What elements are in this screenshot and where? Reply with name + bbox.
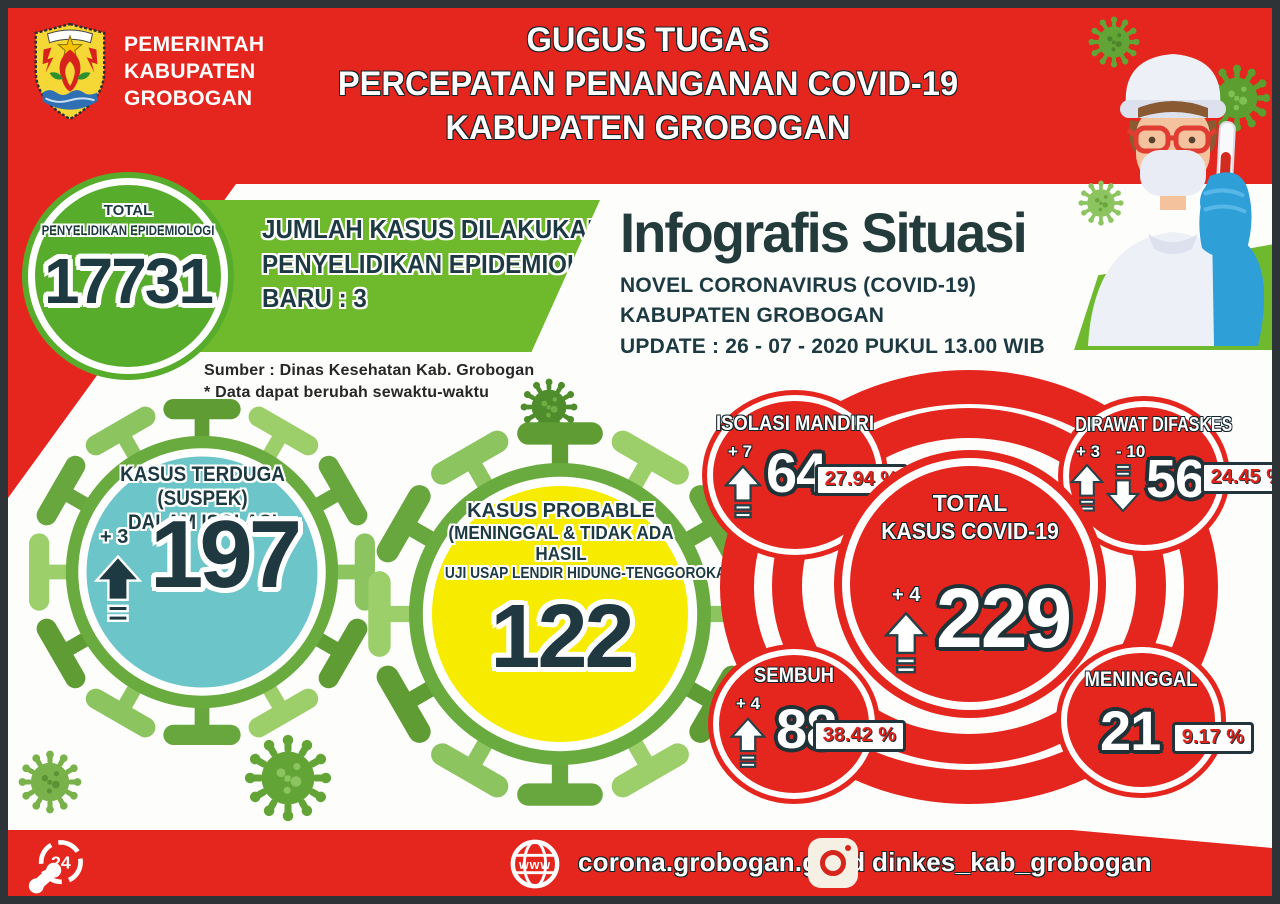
subtitle-update: UPDATE : 26 - 07 - 2020 PUKUL 13.00 WIB	[620, 334, 1045, 358]
footer-diagonal-notch	[1072, 830, 1272, 848]
epi-value: 17731	[44, 245, 214, 317]
sembuh-delta: + 4	[736, 694, 761, 713]
poster-title: GUGUS TUGAS PERCEPATAN PENANGANAN COVID-…	[312, 18, 984, 151]
www-label: www	[518, 858, 551, 872]
epi-label2: PENYELIDIKAN EPIDEMIOLOGI	[41, 222, 215, 238]
probable-label-line: UJI USAP LENDIR HIDUNG-TENGGOROKAN)	[444, 565, 741, 582]
up-arrow-icon	[730, 717, 766, 768]
subtitle-covid: NOVEL CORONAVIRUS (COVID-19)	[620, 274, 977, 297]
suspek-label-line: DALAM ISOLASI	[127, 511, 278, 534]
probable-label-line: KASUS PROBABLE	[467, 500, 655, 522]
probable-label-line: (MENINGGAL & TIDAK ADA HASIL	[448, 523, 674, 564]
title-line: GUGUS TUGAS	[526, 21, 770, 59]
source-line: * Data dapat berubah sewaktu-waktu	[204, 383, 490, 401]
up-arrow-icon	[884, 612, 928, 674]
dirawat-delta-up: + 3	[1076, 442, 1101, 461]
stat-circle-meninggal: MENINGGAL 21 9.17 %	[1056, 642, 1254, 798]
total-delta: + 4	[892, 584, 921, 606]
banner-line: JUMLAH KASUS DILAKUKAN	[262, 214, 605, 244]
stat-circle-dirawat-difaskes: DIRAWAT DIFASKES + 3 - 10 56 24.45 %	[1058, 396, 1272, 556]
subtitle-region: KABUPATEN GROBOGAN	[620, 304, 885, 328]
total-label2: KASUS COVID-19	[881, 518, 1059, 544]
epidemiology-total-circle: TOTAL PENYELIDIKAN EPIDEMIOLOGI 17731	[22, 172, 234, 380]
globe-www-icon: www	[510, 839, 560, 889]
suspek-labels: KASUS TERDUGA (SUSPEK) DALAM ISOLASI	[83, 463, 322, 535]
footer-hotlines: PSC 119 Si SIGAP : 0811-2930-119 SIAGA B…	[108, 832, 486, 896]
source-note: Sumber : Dinas Kesehatan Kab. Grobogan *…	[204, 360, 534, 403]
virus-graphic-suspek	[18, 388, 386, 756]
sembuh-percent: 38.42 %	[812, 720, 906, 752]
instagram-dot	[845, 845, 851, 851]
up-arrow-icon	[724, 465, 762, 519]
probable-value: 122	[490, 587, 634, 687]
instagram-lens	[820, 850, 846, 876]
org-line: KABUPATEN	[124, 59, 256, 83]
banner-text: JUMLAH KASUS DILAKUKAN PENYELIDIKAN EPID…	[262, 212, 627, 316]
dirawat-value: 56	[1146, 449, 1205, 509]
phone-24h-icon: 24	[28, 840, 83, 894]
dirawat-delta-down: - 10	[1116, 442, 1146, 461]
suspek-label-line: KASUS TERDUGA (SUSPEK)	[120, 463, 285, 510]
meninggal-label: MENINGGAL	[1084, 668, 1198, 691]
dirawat-label: DIRAWAT DIFASKES	[1075, 414, 1233, 436]
isolasi-delta: + 7	[728, 442, 753, 461]
source-line: Sumber : Dinas Kesehatan Kab. Grobogan	[204, 362, 535, 379]
epi-label1: TOTAL	[103, 202, 153, 219]
probable-labels: KASUS PROBABLE (MENINGGAL & TIDAK ADA HA…	[426, 500, 741, 583]
total-label1: TOTAL	[932, 490, 1008, 516]
stat-circle-total-kasus: TOTAL KASUS COVID-19 + 4 229	[834, 450, 1106, 718]
stat-circle-sembuh: SEMBUH + 4 88 38.42 %	[708, 644, 906, 804]
page-title: Infografis Situasi	[620, 201, 1028, 264]
total-value: 229	[936, 571, 1072, 665]
down-arrow-icon	[1106, 464, 1140, 512]
org-name: PEMERINTAH KABUPATEN GROBOGAN	[124, 32, 264, 113]
suspek-value: 197	[150, 501, 302, 608]
org-line: GROBOGAN	[124, 86, 253, 110]
footer-bar: 24 PSC 119 Si SIGAP : 0811-2930-119 SIAG…	[8, 830, 1272, 896]
poster-canvas: PEMERINTAH KABUPATEN GROBOGAN GUGUS TUGA…	[8, 8, 1272, 896]
title-line: PERCEPATAN PENANGANAN COVID-19	[337, 65, 959, 104]
phone-handset	[28, 862, 62, 894]
virus-graphic-probable	[356, 410, 764, 818]
medical-cap	[1125, 54, 1221, 106]
header-red-band	[8, 8, 1272, 184]
banner-line: BARU : 3	[262, 283, 367, 314]
hotline-psc: PSC 119 Si SIGAP : 0811-2930-119	[108, 895, 486, 896]
title-line: KABUPATEN GROBOGAN	[445, 109, 851, 148]
isolasi-label: ISOLASI MANDIRI	[715, 412, 875, 435]
org-line: PEMERINTAH	[124, 33, 265, 56]
meninggal-percent: 9.17 %	[1171, 722, 1254, 754]
sembuh-label: SEMBUH	[753, 664, 835, 687]
face-mask	[1140, 150, 1206, 196]
health-worker-illustration	[1088, 54, 1265, 346]
dirawat-percent: 24.45 %	[1200, 462, 1272, 494]
up-arrow-icon	[95, 555, 141, 622]
virus-decoration-icon	[244, 734, 332, 822]
meninggal-value: 21	[1100, 699, 1161, 762]
banner-line: PENYELIDIKAN EPIDEMIOLOGI	[262, 248, 627, 279]
suspek-delta: + 3	[100, 526, 129, 548]
infographic-heading: Infografis Situasi NOVEL CORONAVIRUS (CO…	[620, 200, 1045, 362]
virus-decoration-icon	[18, 750, 82, 814]
grobogan-seal-logo	[34, 22, 106, 121]
instagram-handle[interactable]: dinkes_kab_grobogan	[872, 847, 1152, 877]
instagram-icon	[808, 838, 858, 888]
